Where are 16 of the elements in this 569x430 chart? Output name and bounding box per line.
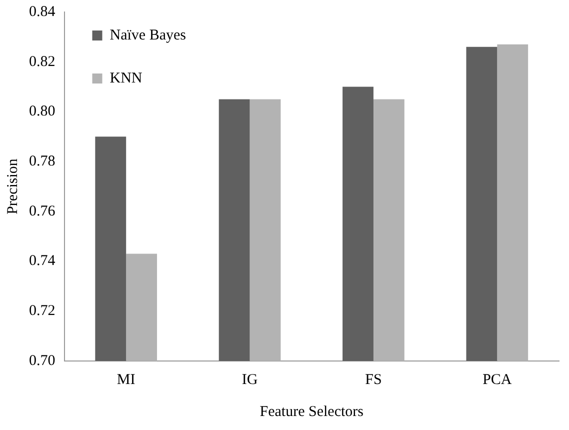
x-tick-label: IG bbox=[242, 372, 258, 388]
x-tick-label: PCA bbox=[482, 372, 512, 388]
legend-label: Naïve Bayes bbox=[110, 27, 186, 44]
y-tick-label: 0.72 bbox=[29, 303, 56, 320]
x-tick-label: MI bbox=[116, 372, 136, 388]
x-axis-title: Feature Selectors bbox=[260, 404, 364, 420]
x-tick-label: FS bbox=[365, 372, 382, 388]
y-tick-label: 0.84 bbox=[29, 4, 56, 20]
y-axis-title: Precision bbox=[4, 158, 21, 214]
y-tick-label: 0.80 bbox=[29, 104, 56, 120]
y-tick-label: 0.76 bbox=[29, 203, 56, 220]
y-tick-label: 0.82 bbox=[29, 54, 56, 70]
y-tick-label: 0.70 bbox=[29, 352, 56, 369]
y-tick-label: 0.78 bbox=[29, 154, 56, 170]
y-tick-label: 0.74 bbox=[29, 253, 56, 270]
legend-label: KNN bbox=[110, 70, 142, 86]
